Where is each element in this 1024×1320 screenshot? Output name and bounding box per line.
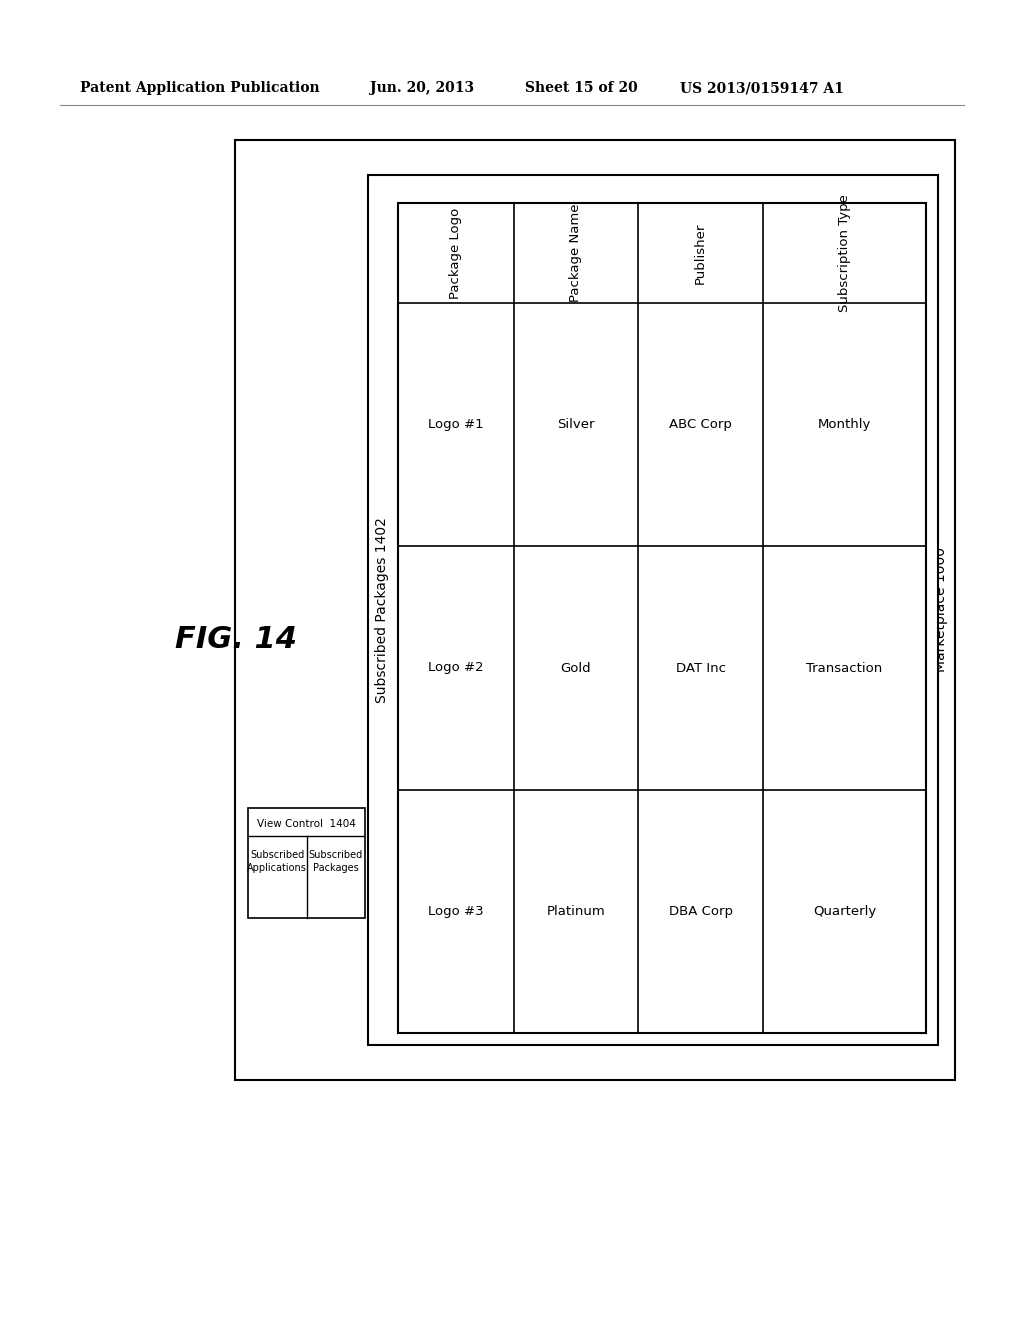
Text: Subscription Type: Subscription Type: [838, 194, 851, 312]
Text: Subscribed: Subscribed: [250, 850, 304, 861]
Text: Package Logo: Package Logo: [450, 207, 463, 298]
Text: US 2013/0159147 A1: US 2013/0159147 A1: [680, 81, 844, 95]
Text: Subscribed Packages 1402: Subscribed Packages 1402: [375, 517, 389, 704]
Text: Silver: Silver: [557, 418, 595, 432]
Text: ABC Corp: ABC Corp: [669, 418, 732, 432]
Text: Subscribed: Subscribed: [308, 850, 362, 861]
Text: Publisher: Publisher: [694, 222, 707, 284]
Text: Transaction: Transaction: [806, 661, 883, 675]
Text: View Control  1404: View Control 1404: [257, 818, 356, 829]
Text: Logo #1: Logo #1: [428, 418, 483, 432]
Bar: [398, 203, 926, 1034]
Text: Packages: Packages: [313, 863, 358, 873]
Bar: [234, 140, 955, 1080]
Text: Patent Application Publication: Patent Application Publication: [80, 81, 319, 95]
Text: Platinum: Platinum: [547, 904, 605, 917]
Text: DAT Inc: DAT Inc: [676, 661, 726, 675]
Text: Jun. 20, 2013: Jun. 20, 2013: [370, 81, 474, 95]
Text: Logo #2: Logo #2: [428, 661, 483, 675]
Text: DBA Corp: DBA Corp: [669, 904, 732, 917]
Text: Package Name: Package Name: [569, 203, 583, 302]
Text: Applications: Applications: [248, 863, 307, 873]
Bar: [248, 808, 365, 917]
Text: Marketplace 1000: Marketplace 1000: [934, 548, 948, 672]
Text: Sheet 15 of 20: Sheet 15 of 20: [525, 81, 638, 95]
Text: Monthly: Monthly: [818, 418, 871, 432]
Text: Logo #3: Logo #3: [428, 904, 483, 917]
Text: Quarterly: Quarterly: [813, 904, 877, 917]
Text: Gold: Gold: [561, 661, 591, 675]
Text: FIG. 14: FIG. 14: [175, 626, 297, 655]
Bar: [368, 176, 938, 1045]
